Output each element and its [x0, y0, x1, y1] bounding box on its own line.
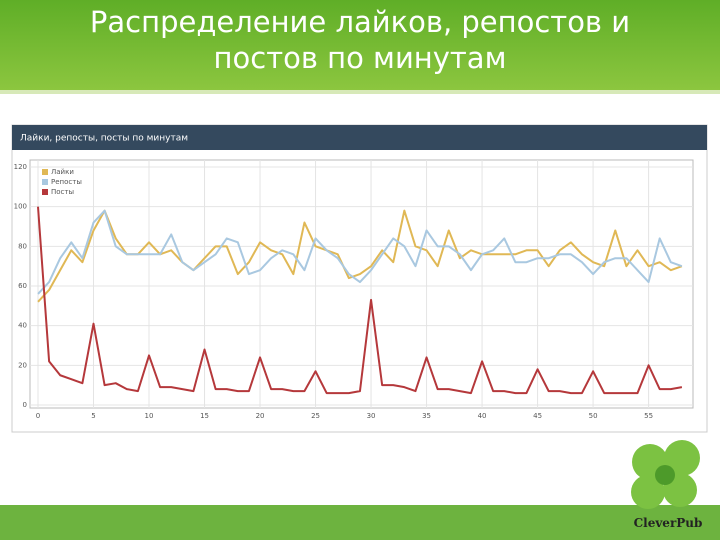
x-tick-label: 55 [644, 412, 653, 420]
legend-label: Лайки [51, 168, 74, 176]
header-rule [0, 90, 720, 94]
chart-title: Лайки, репосты, посты по минутам [20, 134, 188, 144]
slide-title: Распределение лайков, репостов и [90, 5, 630, 39]
x-tick-label: 5 [91, 412, 95, 420]
x-tick-label: 15 [200, 412, 209, 420]
y-tick-label: 120 [14, 163, 27, 171]
x-tick-label: 45 [533, 412, 542, 420]
logo-text: CleverPub [634, 516, 703, 530]
y-tick-label: 100 [14, 203, 27, 211]
x-tick-label: 30 [367, 412, 376, 420]
x-tick-label: 35 [422, 412, 431, 420]
x-tick-label: 0 [36, 412, 40, 420]
x-tick-label: 40 [478, 412, 487, 420]
footer-band [0, 505, 720, 540]
legend-swatch [42, 179, 48, 185]
y-tick-label: 40 [18, 322, 27, 330]
panel-header [12, 125, 707, 150]
legend-swatch [42, 189, 48, 195]
y-tick-label: 0 [23, 401, 27, 409]
y-tick-label: 80 [18, 242, 27, 250]
x-tick-label: 10 [145, 412, 154, 420]
legend-swatch [42, 169, 48, 175]
series-line [37, 209, 683, 303]
legend-label: Посты [51, 188, 74, 196]
y-tick-label: 20 [18, 361, 27, 369]
x-tick-label: 20 [256, 412, 265, 420]
x-tick-label: 25 [311, 412, 320, 420]
plot-frame [29, 159, 694, 409]
series-line [37, 206, 683, 395]
slide-title: постов по минутам [214, 41, 507, 75]
clover-logo [631, 440, 700, 509]
header-band [0, 0, 720, 90]
legend-label: Репосты [51, 178, 82, 186]
y-tick-label: 60 [18, 282, 27, 290]
series-line [37, 209, 683, 295]
x-tick-label: 50 [589, 412, 598, 420]
chart-panel [11, 124, 708, 433]
